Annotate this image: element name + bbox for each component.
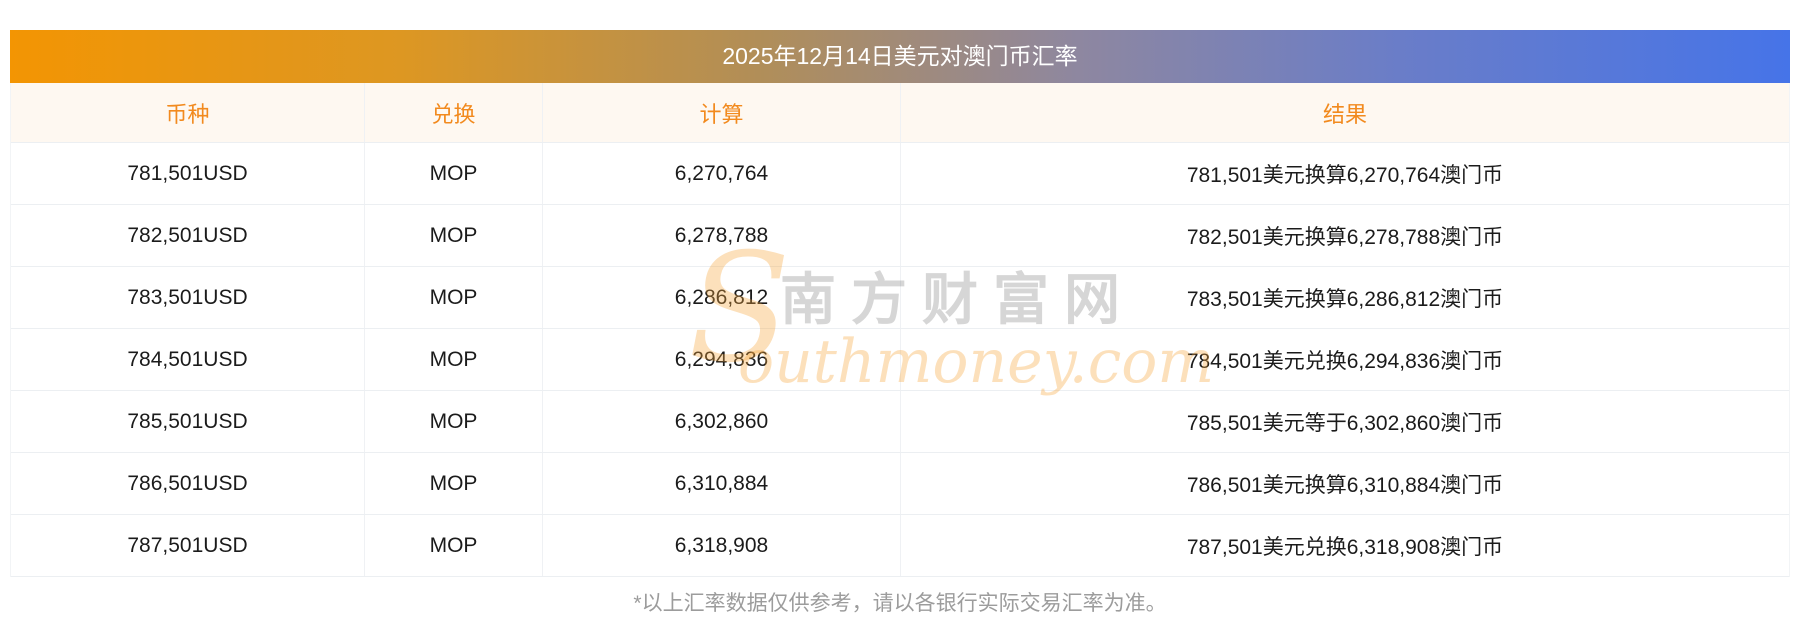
cell-exchange-target: MOP	[365, 267, 543, 328]
cell-calculated-amount: 6,278,788	[543, 205, 901, 266]
cell-exchange-target: MOP	[365, 515, 543, 576]
cell-currency-amount: 783,501USD	[11, 267, 365, 328]
cell-currency-amount: 784,501USD	[11, 329, 365, 390]
cell-result-sentence: 783,501美元换算6,286,812澳门币	[1186, 287, 1504, 311]
cell-result-sentence: 785,501美元等于6,302,860澳门币	[1186, 411, 1504, 435]
table-body: 781,501USD MOP 6,270,764 781,501美元换算6,27…	[11, 143, 1789, 577]
cell-calculated-amount: 6,294,836	[543, 329, 901, 390]
exchange-rate-table: 币种 兑换 计算 结果 781,501USD MOP 6,270,764 781…	[10, 83, 1790, 577]
cell-currency-amount: 786,501USD	[11, 453, 365, 514]
cell-currency-amount: 787,501USD	[11, 515, 365, 576]
table-row: 782,501USD MOP 6,278,788 782,501美元换算6,27…	[11, 205, 1789, 267]
cell-result-sentence: 781,501美元换算6,270,764澳门币	[1186, 163, 1504, 187]
table-row: 785,501USD MOP 6,302,860 785,501美元等于6,30…	[11, 391, 1789, 453]
cell-exchange-target: MOP	[365, 205, 543, 266]
title-bar: 2025年12月14日美元对澳门币汇率	[10, 30, 1790, 83]
column-header-result: 结果	[1322, 101, 1367, 127]
table-row: 787,501USD MOP 6,318,908 787,501美元兑换6,31…	[11, 515, 1789, 577]
cell-result-sentence: 784,501美元兑换6,294,836澳门币	[1186, 349, 1504, 373]
cell-result-sentence: 787,501美元兑换6,318,908澳门币	[1186, 535, 1504, 559]
column-header-exchange: 兑换	[365, 83, 543, 142]
column-header-calculation: 计算	[543, 83, 901, 142]
cell-exchange-target: MOP	[365, 143, 543, 204]
column-header-currency: 币种	[11, 83, 365, 142]
table-header-row: 币种 兑换 计算 结果	[11, 83, 1789, 143]
cell-calculated-amount: 6,302,860	[543, 391, 901, 452]
table-row: 783,501USD MOP 6,286,812 783,501美元换算6,28…	[11, 267, 1789, 329]
page-title: 2025年12月14日美元对澳门币汇率	[722, 43, 1078, 69]
cell-calculated-amount: 6,270,764	[543, 143, 901, 204]
cell-result-sentence: 782,501美元换算6,278,788澳门币	[1186, 225, 1504, 249]
table-row: 786,501USD MOP 6,310,884 786,501美元换算6,31…	[11, 453, 1789, 515]
table-row: 781,501USD MOP 6,270,764 781,501美元换算6,27…	[11, 143, 1789, 205]
disclaimer-note: *以上汇率数据仅供参考，请以各银行实际交易汇率为准。	[633, 592, 1167, 615]
cell-calculated-amount: 6,286,812	[543, 267, 901, 328]
cell-exchange-target: MOP	[365, 391, 543, 452]
cell-result-sentence: 786,501美元换算6,310,884澳门币	[1186, 473, 1504, 497]
cell-currency-amount: 782,501USD	[11, 205, 365, 266]
cell-currency-amount: 785,501USD	[11, 391, 365, 452]
table-row: 784,501USD MOP 6,294,836 784,501美元兑换6,29…	[11, 329, 1789, 391]
cell-calculated-amount: 6,310,884	[543, 453, 901, 514]
cell-calculated-amount: 6,318,908	[543, 515, 901, 576]
cell-exchange-target: MOP	[365, 329, 543, 390]
cell-currency-amount: 781,501USD	[11, 143, 365, 204]
cell-exchange-target: MOP	[365, 453, 543, 514]
